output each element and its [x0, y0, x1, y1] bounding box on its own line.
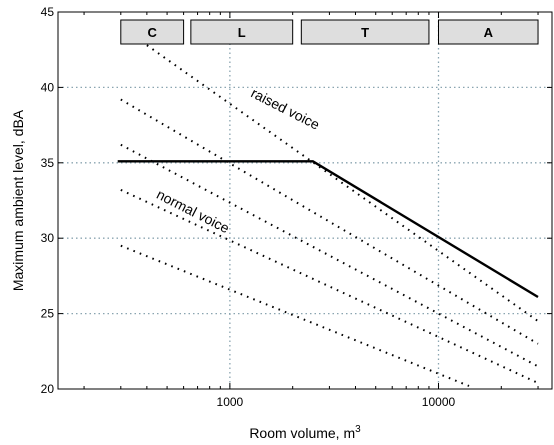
band-label: L	[238, 25, 246, 40]
annotation-label: raised voice	[248, 84, 322, 132]
y-tick-label: 25	[41, 307, 55, 321]
dotted-series-line	[120, 244, 470, 387]
dotted-series-line	[120, 98, 539, 345]
x-tick-label: 10000	[422, 395, 456, 409]
band-label: T	[361, 25, 369, 40]
series-lines	[117, 44, 539, 387]
dotted-series-line	[120, 188, 539, 384]
dotted-series-line	[146, 44, 539, 322]
y-tick-label: 40	[41, 80, 55, 94]
y-tick-label: 45	[41, 5, 55, 19]
y-tick-label: 30	[41, 231, 55, 245]
band-box	[190, 19, 294, 45]
y-tick-label: 35	[41, 156, 55, 170]
band-box	[300, 19, 430, 45]
x-tick-label: 1000	[217, 395, 244, 409]
grid	[58, 12, 552, 389]
annotation-label: normal voice	[154, 186, 232, 236]
band-box	[120, 19, 185, 45]
dotted-series-line	[120, 143, 539, 368]
y-axis-title: Maximum ambient level, dBA	[10, 109, 26, 291]
band-label: C	[148, 25, 158, 40]
y-tick-label: 20	[41, 382, 55, 396]
band-label: A	[484, 25, 494, 40]
axis-ticks: 20 25 30 35 40 45 1000 10000	[41, 5, 552, 409]
x-axis-title: Room volume, m3	[249, 424, 361, 441]
plot-frame	[57, 11, 553, 390]
solid-series-line	[117, 160, 539, 299]
band-box	[437, 19, 539, 45]
